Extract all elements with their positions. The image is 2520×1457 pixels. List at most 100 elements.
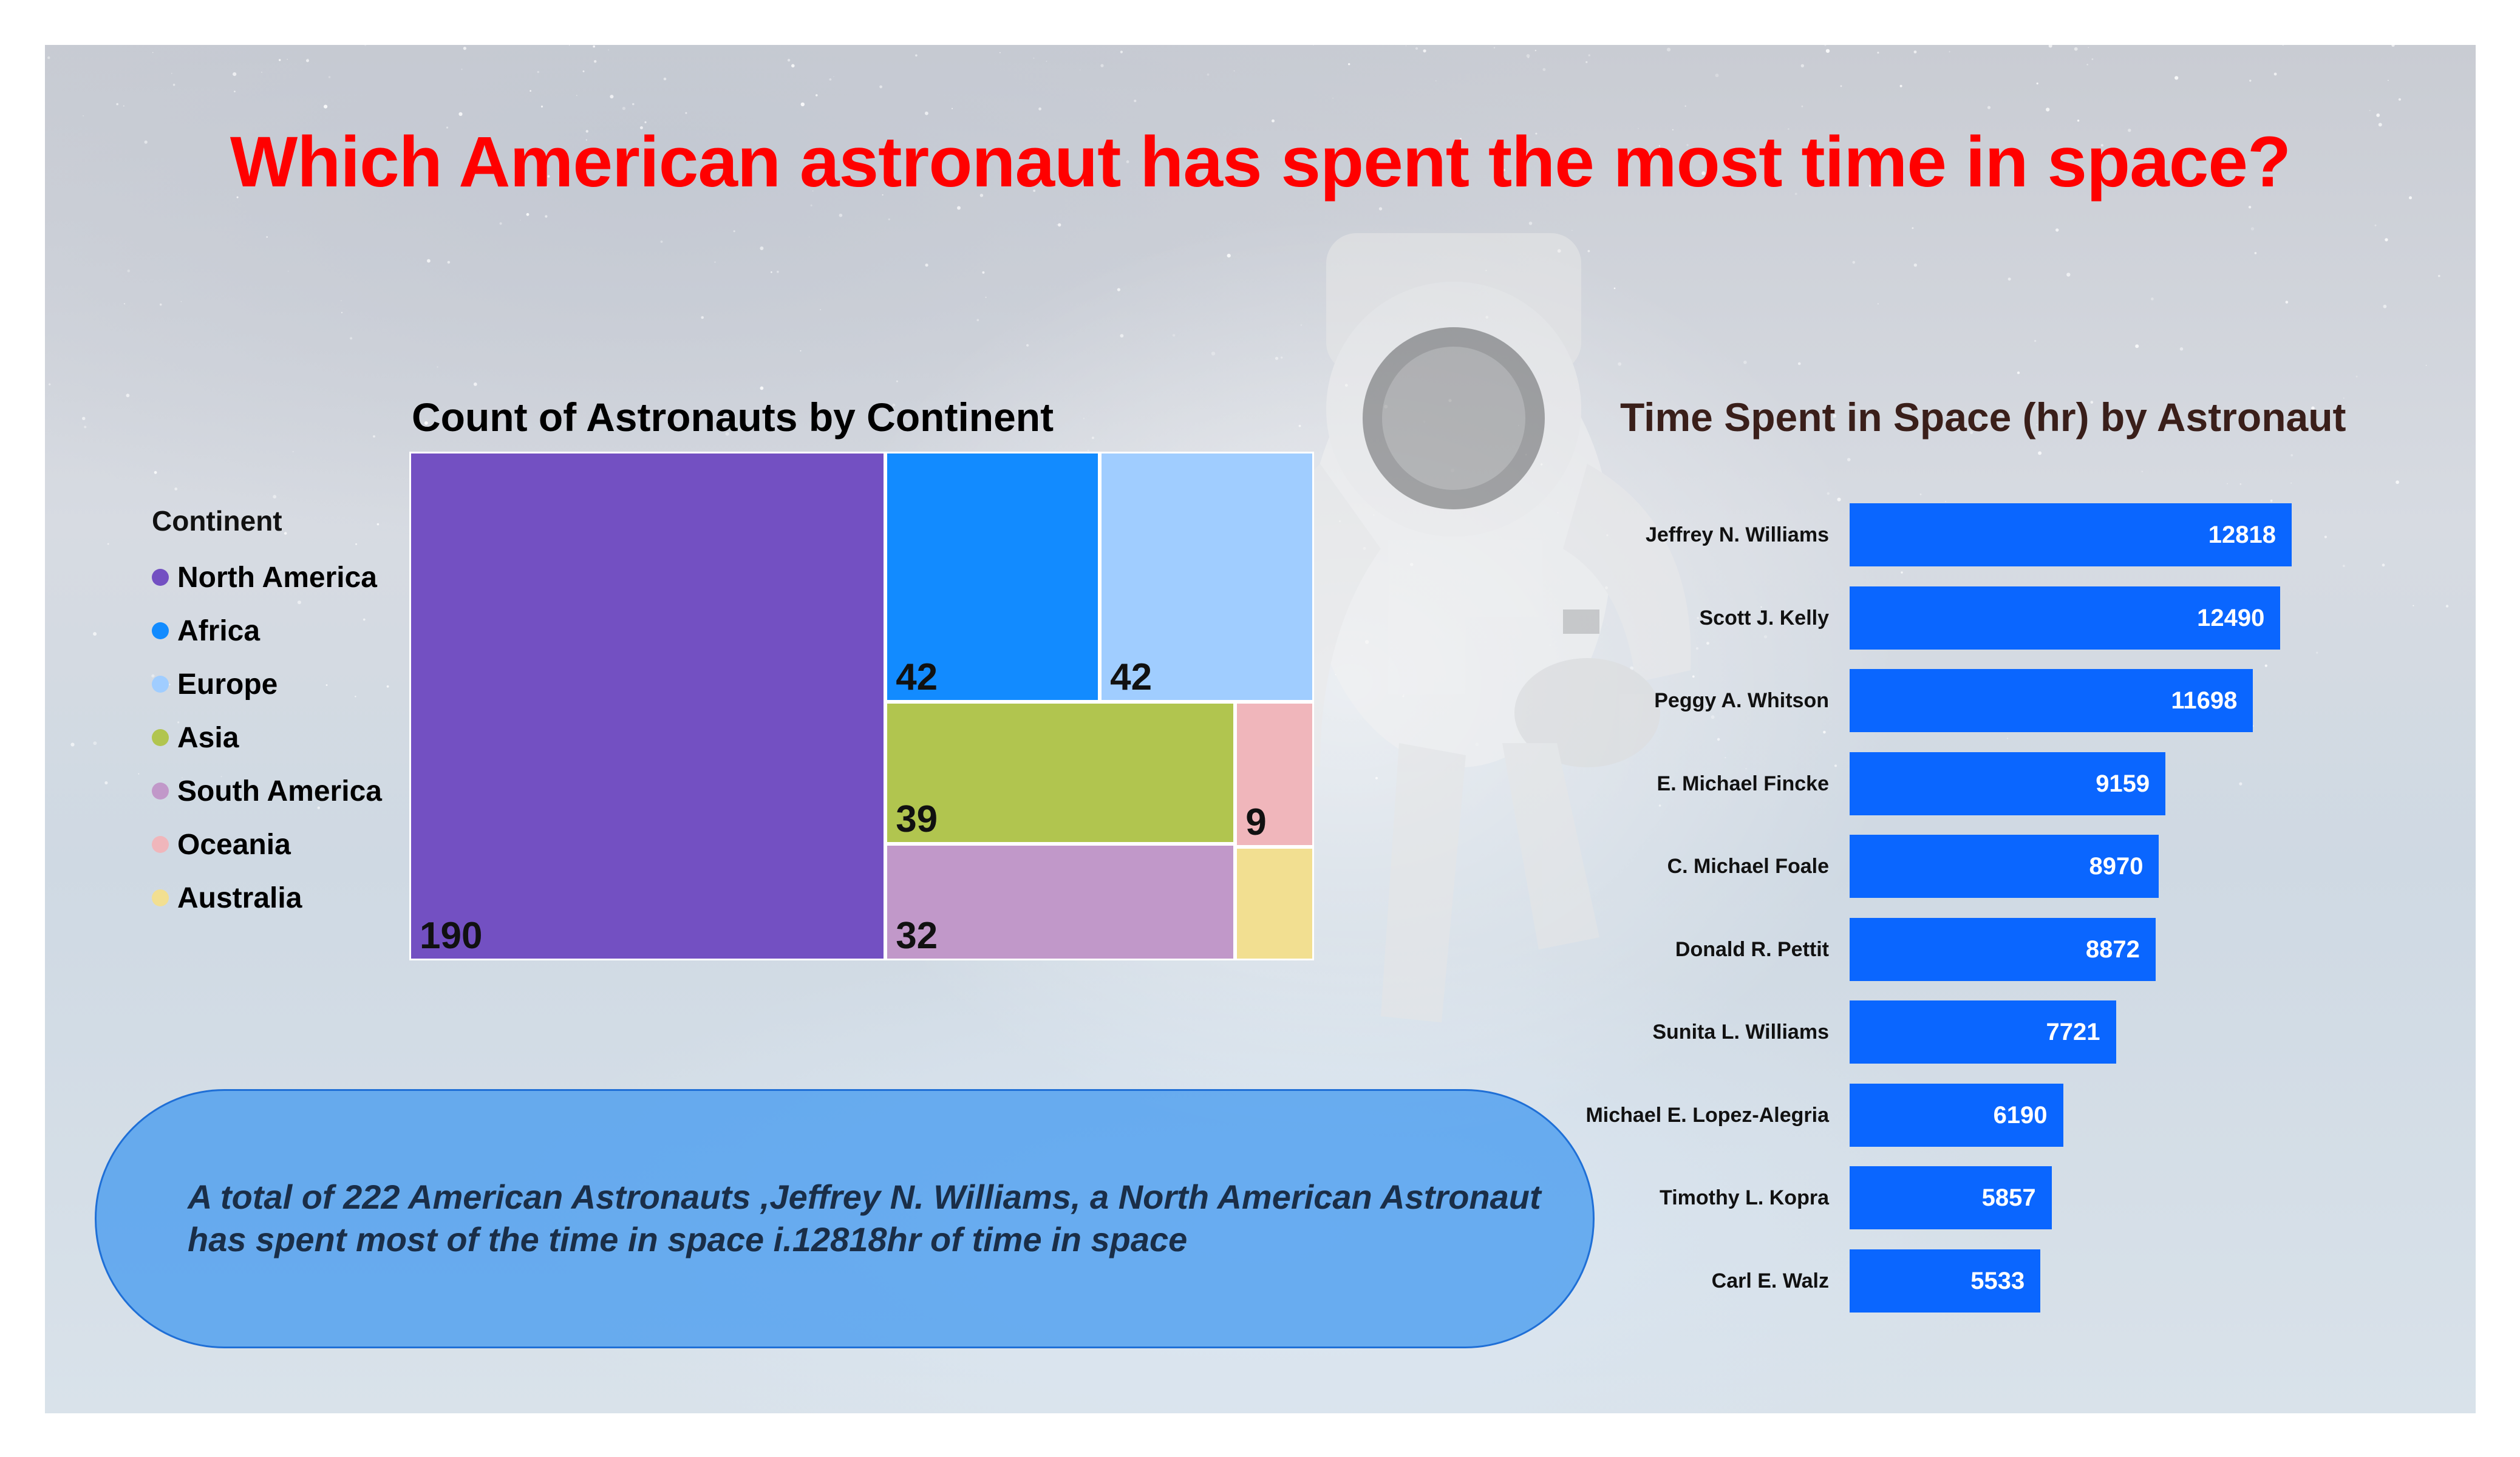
star — [2249, 80, 2252, 82]
star — [1877, 52, 1879, 54]
star — [882, 194, 884, 196]
bar-value-label: 8872 — [2085, 936, 2140, 963]
star — [1837, 497, 1841, 501]
treemap-tile-oceania[interactable]: 9 — [1235, 701, 1314, 847]
star — [2135, 344, 2139, 348]
star — [639, 126, 643, 129]
star — [2343, 565, 2345, 568]
star — [424, 421, 428, 425]
star — [341, 300, 342, 302]
legend-item-australia[interactable]: Australia — [152, 871, 382, 925]
star — [2091, 58, 2094, 60]
star — [1670, 698, 1674, 702]
star — [1824, 45, 1827, 46]
star — [952, 107, 953, 109]
star — [1535, 132, 1538, 135]
star — [2088, 47, 2089, 49]
legend-label: Oceania — [177, 828, 291, 861]
bar[interactable]: 12490 — [1850, 586, 2281, 650]
star — [1913, 263, 1917, 267]
bar[interactable]: 5533 — [1850, 1249, 2041, 1313]
star — [1502, 169, 1505, 172]
star — [632, 103, 635, 106]
bar[interactable]: 8872 — [1850, 917, 2156, 981]
star — [1275, 356, 1279, 360]
star — [1618, 362, 1622, 366]
star — [1378, 207, 1383, 211]
bar[interactable]: 8970 — [1850, 835, 2159, 898]
star — [1797, 362, 1801, 365]
star — [810, 204, 812, 206]
star — [1695, 647, 1699, 650]
star — [1332, 97, 1334, 99]
treemap-tile-africa[interactable]: 42 — [885, 452, 1100, 702]
star — [182, 777, 183, 778]
legend-item-south-america[interactable]: South America — [152, 764, 382, 818]
star — [2141, 470, 2143, 472]
bar[interactable]: 7721 — [1850, 1000, 2116, 1064]
star — [2038, 451, 2042, 455]
legend-item-oceania[interactable]: Oceania — [152, 818, 382, 871]
star — [1038, 107, 1041, 110]
star — [530, 90, 531, 92]
star — [1134, 100, 1137, 103]
star — [1435, 80, 1437, 81]
treemap-tile-australia[interactable] — [1235, 847, 1314, 960]
star — [2438, 274, 2440, 277]
legend-label: Europe — [177, 668, 278, 701]
treemap-tile-north-america[interactable]: 190 — [409, 452, 886, 960]
bar-category-label: Peggy A. Whitson — [1654, 689, 1829, 712]
bar-chart-title: Time Spent in Space (hr) by Astronaut — [1620, 395, 2346, 440]
bar[interactable]: 11698 — [1850, 669, 2253, 732]
star — [1658, 804, 1661, 807]
star — [2034, 339, 2037, 342]
star — [594, 60, 597, 63]
star — [2425, 365, 2427, 366]
treemap-data-label: 42 — [896, 656, 938, 698]
star — [585, 139, 587, 141]
star — [644, 121, 647, 123]
star — [2391, 45, 2395, 47]
page-title: Which American astronaut has spent the m… — [230, 122, 2291, 202]
bar[interactable]: 5857 — [1850, 1166, 2052, 1229]
treemap-tile-south-america[interactable]: 32 — [885, 843, 1236, 960]
star — [760, 386, 764, 390]
star — [760, 246, 764, 250]
star — [1663, 783, 1666, 786]
star — [266, 236, 268, 238]
star — [2151, 297, 2154, 301]
star — [341, 311, 343, 313]
treemap-tile-asia[interactable]: 39 — [885, 701, 1236, 844]
star — [1613, 287, 1616, 290]
star — [1300, 324, 1303, 326]
star — [154, 470, 157, 474]
legend-item-africa[interactable]: Africa — [152, 604, 382, 657]
bar-value-label: 7721 — [2046, 1019, 2100, 1045]
star — [458, 112, 463, 116]
star — [547, 175, 550, 178]
star — [2282, 45, 2284, 46]
star — [1281, 356, 1283, 359]
star — [1348, 63, 1350, 66]
star — [2413, 605, 2414, 606]
star — [2369, 110, 2371, 111]
legend-dot — [152, 889, 169, 906]
star — [1763, 635, 1768, 639]
legend-item-north-america[interactable]: North America — [152, 551, 382, 604]
star — [447, 260, 451, 264]
bar[interactable]: 9159 — [1850, 752, 2166, 815]
star — [1584, 179, 1588, 183]
star — [1542, 68, 1546, 72]
legend-item-europe[interactable]: Europe — [152, 657, 382, 711]
bar[interactable]: 6190 — [1850, 1083, 2063, 1147]
star — [896, 380, 898, 382]
star — [714, 261, 716, 263]
treemap-tile-europe[interactable]: 42 — [1100, 452, 1314, 702]
legend-label: Australia — [177, 881, 302, 914]
bar[interactable]: 12818 — [1850, 503, 2292, 566]
star — [2445, 605, 2449, 608]
star — [1527, 56, 1530, 58]
star — [622, 106, 626, 110]
legend-item-asia[interactable]: Asia — [152, 711, 382, 764]
star — [2382, 563, 2385, 567]
